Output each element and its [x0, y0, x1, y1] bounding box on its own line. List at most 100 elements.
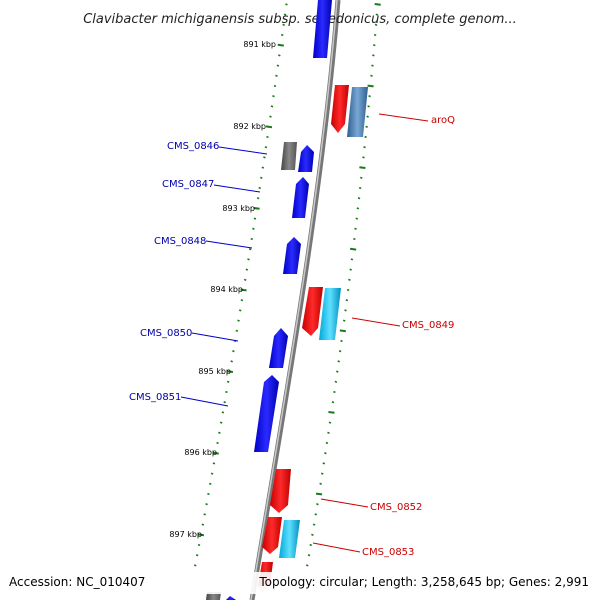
tick-mark [371, 64, 374, 67]
gene-feature-cms0848[interactable] [283, 237, 301, 274]
tick-mark [252, 227, 255, 230]
gene-feature-cms0850[interactable] [269, 328, 288, 368]
gene-labels: CMS_0846 CMS_0847 CMS_0848 CMS_0850 CMS_… [129, 115, 455, 558]
tick-mark [367, 105, 370, 108]
scale-label-897: 897 kbp [169, 530, 202, 539]
tick-mark [372, 44, 376, 47]
map-title: Clavibacter michiganensis subsp. sepedon… [83, 12, 517, 27]
gene-label-cms0853[interactable]: CMS_0853 [362, 547, 414, 558]
tick-mark [345, 299, 349, 302]
gene-label-cms0846[interactable]: CMS_0846 [167, 141, 219, 152]
tick-mark [366, 115, 369, 118]
tick-mark [232, 350, 235, 353]
gene-feature-cms0847[interactable] [292, 177, 309, 218]
tick-mark [237, 319, 240, 322]
gene-feature-bottom-blue[interactable] [226, 596, 236, 600]
tick-mark [238, 309, 242, 312]
gene-feature-cms0849-red[interactable] [302, 287, 323, 336]
tick-mark [350, 247, 357, 251]
tick-mark [339, 329, 346, 333]
tick-mark [270, 105, 274, 108]
tick-mark [327, 431, 330, 434]
tick-mark [280, 33, 284, 37]
tick-mark [359, 166, 366, 169]
gene-label-cms0847[interactable]: CMS_0847 [162, 179, 214, 190]
tick-mark [319, 482, 322, 485]
tick-mark [195, 554, 199, 557]
tick-mark [334, 380, 338, 383]
tick-mark [253, 207, 260, 210]
tick-mark [272, 95, 275, 98]
gene-label-cms0851[interactable]: CMS_0851 [129, 392, 181, 403]
gene-feature-cms0851[interactable] [254, 375, 279, 452]
scale-label-896: 896 kbp [184, 448, 217, 457]
tick-mark [283, 13, 287, 16]
genome-backbone [249, 0, 341, 600]
gene-feature-cms0846[interactable] [298, 145, 314, 172]
gene-feature-aroq-red[interactable] [331, 85, 349, 133]
gene-feature-cms0853[interactable] [279, 520, 300, 558]
tick-mark [223, 401, 226, 404]
scale-label-893: 893 kbp [222, 204, 255, 213]
tick-mark [348, 278, 351, 281]
tick-mark [324, 452, 327, 455]
tick-mark [325, 441, 329, 445]
tick-mark [248, 248, 252, 251]
gene-label-cms0852[interactable]: CMS_0852 [370, 502, 422, 513]
tick-mark [355, 217, 359, 220]
tick-mark [344, 309, 347, 312]
tick-mark [219, 421, 223, 424]
tick-mark [305, 564, 309, 567]
tick-mark [375, 13, 379, 16]
gene-feature-cms0853-red[interactable] [262, 517, 282, 554]
tick-mark [363, 146, 366, 149]
scale-label-895: 895 kbp [198, 367, 231, 376]
gene-label-cms0848[interactable]: CMS_0848 [154, 236, 206, 247]
tick-mark [370, 74, 373, 77]
tick-mark [226, 380, 230, 383]
tick-mark [278, 54, 281, 57]
tick-mark [212, 462, 216, 465]
tick-mark [264, 146, 268, 149]
tick-mark [245, 268, 249, 271]
tick-mark [356, 207, 360, 210]
gene-feature-cms0852[interactable] [270, 469, 291, 513]
footer-band [0, 572, 600, 594]
tick-mark [240, 299, 244, 302]
gene-label-cms0850[interactable]: CMS_0850 [140, 328, 192, 339]
tick-mark [258, 186, 262, 190]
tick-mark [226, 370, 234, 373]
tick-mark [333, 390, 336, 394]
tick-mark [328, 421, 332, 424]
gene-feature-aroq[interactable] [347, 87, 368, 137]
gene-feature-cms0849[interactable] [319, 288, 341, 340]
scale-label-891: 891 kbp [243, 40, 276, 49]
gene-feature-top[interactable] [313, 0, 332, 58]
tick-mark [335, 370, 339, 373]
tick-mark [342, 319, 346, 322]
tick-mark [197, 533, 205, 537]
gene-label-cms0849[interactable]: CMS_0849 [402, 320, 454, 331]
tick-mark [240, 288, 247, 292]
tick-mark [349, 268, 352, 271]
topology-text: Topology: circular; Length: 3,258,645 bp… [258, 575, 589, 589]
tick-mark [276, 64, 280, 67]
tick-mark [316, 503, 319, 506]
tick-mark [203, 513, 206, 516]
tick-mark [314, 513, 318, 516]
tick-mark [359, 176, 363, 179]
gene-label-aroq[interactable]: aroQ [431, 115, 455, 126]
tick-mark [235, 329, 239, 332]
tick-marks [193, 3, 381, 567]
tick-mark [331, 401, 335, 404]
tick-mark [364, 135, 367, 139]
gene-feature-cms0846-gray[interactable] [281, 142, 297, 170]
tick-mark [362, 156, 365, 159]
tick-mark [193, 564, 197, 567]
label-leaders [180, 113, 429, 553]
accession-text: Accession: NC_010407 [9, 575, 145, 589]
tick-mark [205, 503, 208, 506]
tick-mark [221, 411, 225, 414]
tick-mark [263, 156, 266, 159]
